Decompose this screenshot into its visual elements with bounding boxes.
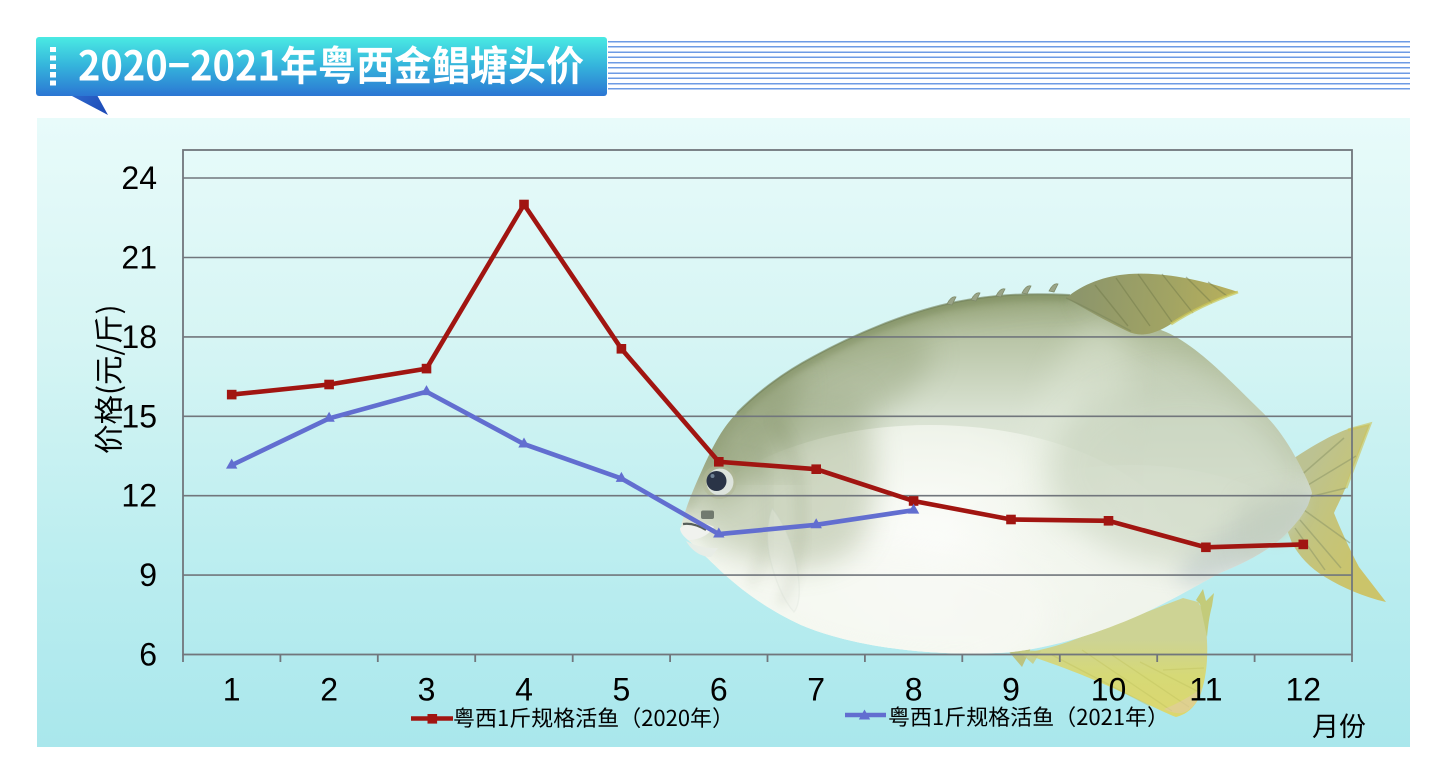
svg-text:12: 12 bbox=[1286, 672, 1322, 708]
svg-text:18: 18 bbox=[121, 319, 157, 355]
svg-text:4: 4 bbox=[515, 672, 533, 708]
svg-text:5: 5 bbox=[613, 672, 631, 708]
svg-text:9: 9 bbox=[139, 557, 157, 593]
svg-text:8: 8 bbox=[905, 672, 923, 708]
svg-text:1: 1 bbox=[223, 672, 241, 708]
svg-text:6: 6 bbox=[710, 672, 728, 708]
svg-text:15: 15 bbox=[121, 398, 157, 434]
svg-text:12: 12 bbox=[121, 478, 157, 514]
svg-text:7: 7 bbox=[807, 672, 825, 708]
svg-text:10: 10 bbox=[1091, 672, 1127, 708]
svg-text:21: 21 bbox=[121, 240, 157, 276]
svg-text:24: 24 bbox=[121, 160, 157, 196]
svg-text:9: 9 bbox=[1002, 672, 1020, 708]
svg-text:11: 11 bbox=[1189, 672, 1222, 708]
svg-text:6: 6 bbox=[139, 637, 157, 673]
svg-text:2: 2 bbox=[320, 672, 338, 708]
svg-text:3: 3 bbox=[418, 672, 436, 708]
